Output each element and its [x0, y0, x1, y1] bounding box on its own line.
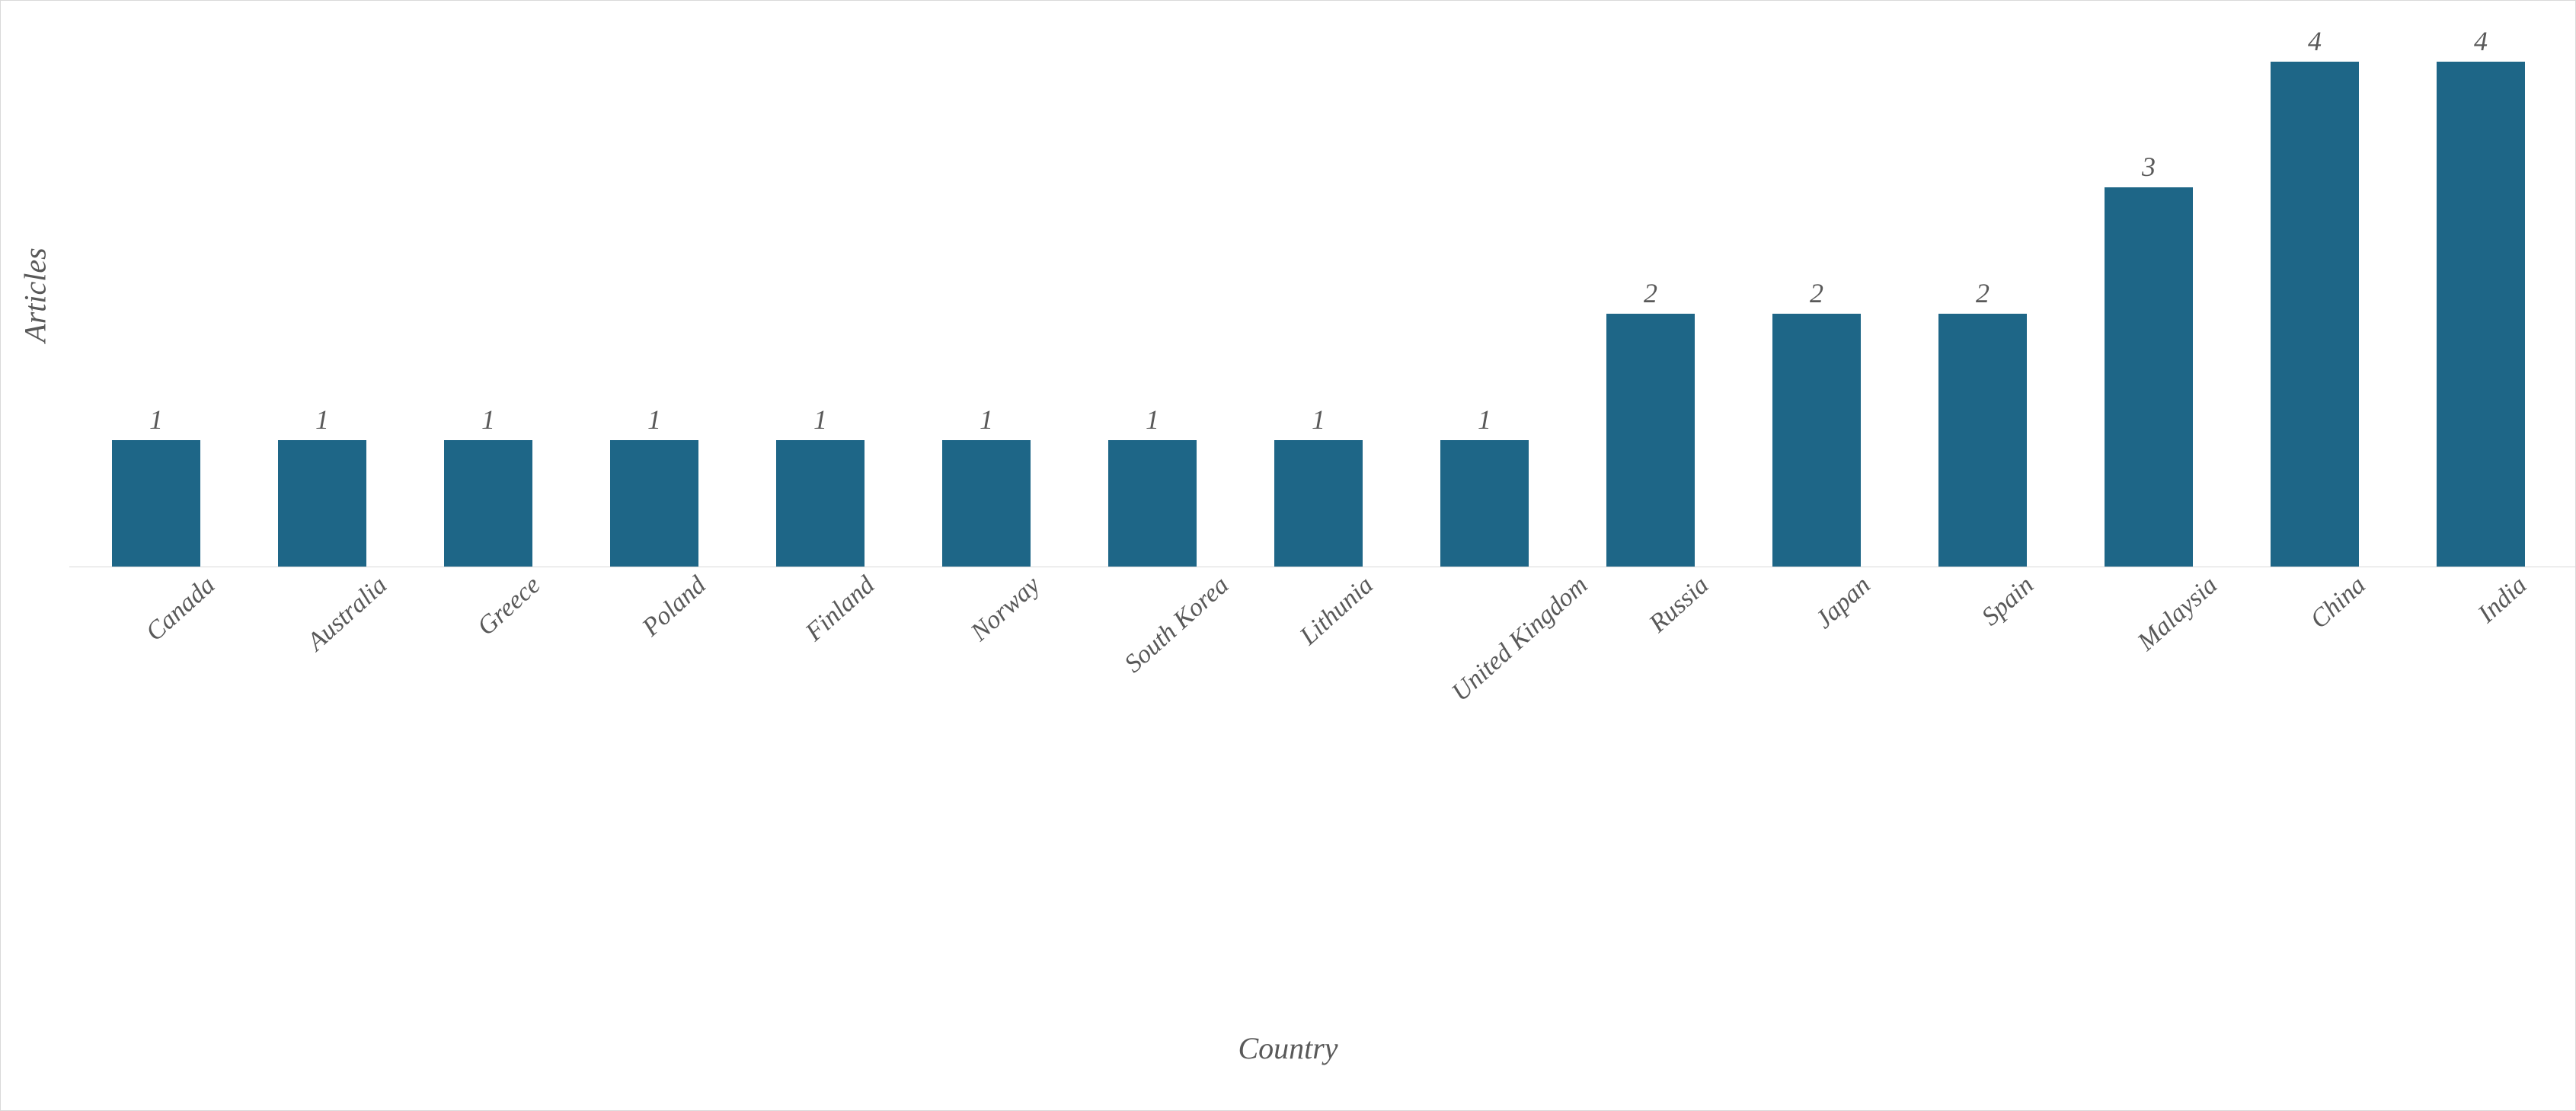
bar: [1274, 440, 1363, 567]
bar: [112, 440, 200, 567]
x-tick: China: [2238, 575, 2395, 604]
bar: [1606, 314, 1695, 566]
x-tick-label: South Korea: [1119, 570, 1235, 678]
x-tick-label: China: [2306, 570, 2372, 634]
bar: [1108, 440, 1197, 567]
x-tick-label: United Kingdom: [1446, 570, 1593, 707]
x-tick: Lithunia: [1232, 575, 1390, 604]
bar: [776, 440, 865, 567]
bar: [1938, 314, 2027, 566]
x-axis-label: Country: [1238, 1031, 1338, 1065]
bar: [610, 440, 698, 567]
x-tick: Japan: [1742, 575, 1900, 604]
x-tick-label: Lithunia: [1294, 570, 1379, 650]
bar-value-label: 1: [149, 404, 163, 436]
x-tick: United Kingdom: [1398, 575, 1570, 604]
x-axis-label-wrap: Country: [1, 1030, 2575, 1066]
bar: [444, 440, 532, 567]
x-tick-label: Greece: [472, 570, 546, 641]
bar-slot: 1: [243, 24, 401, 567]
bar-value-label: 4: [2474, 25, 2488, 57]
y-axis-label-wrap: Articles: [1, 24, 69, 567]
x-tick-label: Poland: [638, 570, 712, 642]
x-tick-label: India: [2472, 570, 2533, 628]
bar-slot: 2: [1737, 24, 1896, 567]
bar-slot: 2: [1903, 24, 2062, 567]
articles-by-country-chart: Articles 111111111222344 CanadaAustralia…: [0, 0, 2576, 1111]
x-tick: South Korea: [1067, 575, 1225, 604]
bar-slot: 1: [77, 24, 235, 567]
bar-value-label: 2: [1644, 277, 1657, 309]
bar: [2105, 187, 2193, 566]
bar-value-label: 2: [1810, 277, 1823, 309]
bar-slot: 3: [2069, 24, 2228, 567]
bar-value-label: 1: [1312, 404, 1325, 436]
plot-area: 1 1 1 1 1 1 1 1 1 2 2 2 3 4 4: [69, 24, 2575, 567]
x-tick: Australia: [242, 575, 400, 604]
bar-value-label: 1: [647, 404, 661, 436]
x-tick-label: Malaysia: [2132, 570, 2223, 656]
x-tick-label: Canada: [140, 570, 220, 646]
x-tick: Greece: [407, 575, 564, 604]
bar-value-label: 1: [315, 404, 329, 436]
bar-slot: 1: [1405, 24, 1564, 567]
x-tick: Canada: [77, 575, 235, 604]
x-tick-label: Finland: [801, 570, 881, 646]
bar: [2271, 62, 2359, 567]
bar-value-label: 3: [2142, 151, 2156, 183]
bar: [2437, 62, 2525, 567]
x-tick: Norway: [903, 575, 1060, 604]
bar: [1440, 440, 1529, 567]
bar: [1772, 314, 1861, 566]
plot-body: Articles 1 1 1 1 1 1 1 1 1 2 2 2 3 4 4: [1, 24, 2575, 567]
bar-slot: 1: [741, 24, 900, 567]
bar-slot: 4: [2402, 24, 2560, 567]
x-tick-label: Norway: [966, 570, 1046, 646]
bar-slot: 1: [409, 24, 567, 567]
bar: [278, 440, 366, 567]
bar-slot: 1: [575, 24, 733, 567]
x-tick-label: Russia: [1644, 570, 1715, 638]
y-axis-label: Articles: [18, 248, 53, 343]
x-axis-ticks: CanadaAustraliaGreece PolandFinland Norway…: [1, 567, 2575, 604]
bar-slot: 1: [1073, 24, 1232, 567]
bar-value-label: 2: [1976, 277, 1990, 309]
bar-slot: 1: [907, 24, 1066, 567]
bar-value-label: 4: [2308, 25, 2322, 57]
bar-value-label: 1: [1478, 404, 1491, 436]
bar-value-label: 1: [1146, 404, 1159, 436]
x-tick-label: Spain: [1977, 570, 2040, 631]
x-tick-label: Japan: [1810, 570, 1876, 634]
bar-value-label: 1: [813, 404, 827, 436]
bar-slot: 2: [1571, 24, 1730, 567]
bar-value-label: 1: [980, 404, 993, 436]
bar: [942, 440, 1031, 567]
x-tick: Malaysia: [2073, 575, 2230, 604]
x-tick: Russia: [1577, 575, 1735, 604]
bar-value-label: 1: [481, 404, 495, 436]
bar-slot: 4: [2236, 24, 2394, 567]
bar-slot: 1: [1239, 24, 1398, 567]
x-tick: India: [2402, 575, 2560, 604]
x-tick: Finland: [737, 575, 895, 604]
x-tick: Poland: [572, 575, 730, 604]
x-tick-label: Australia: [302, 570, 392, 656]
x-tick: Spain: [1907, 575, 2065, 604]
